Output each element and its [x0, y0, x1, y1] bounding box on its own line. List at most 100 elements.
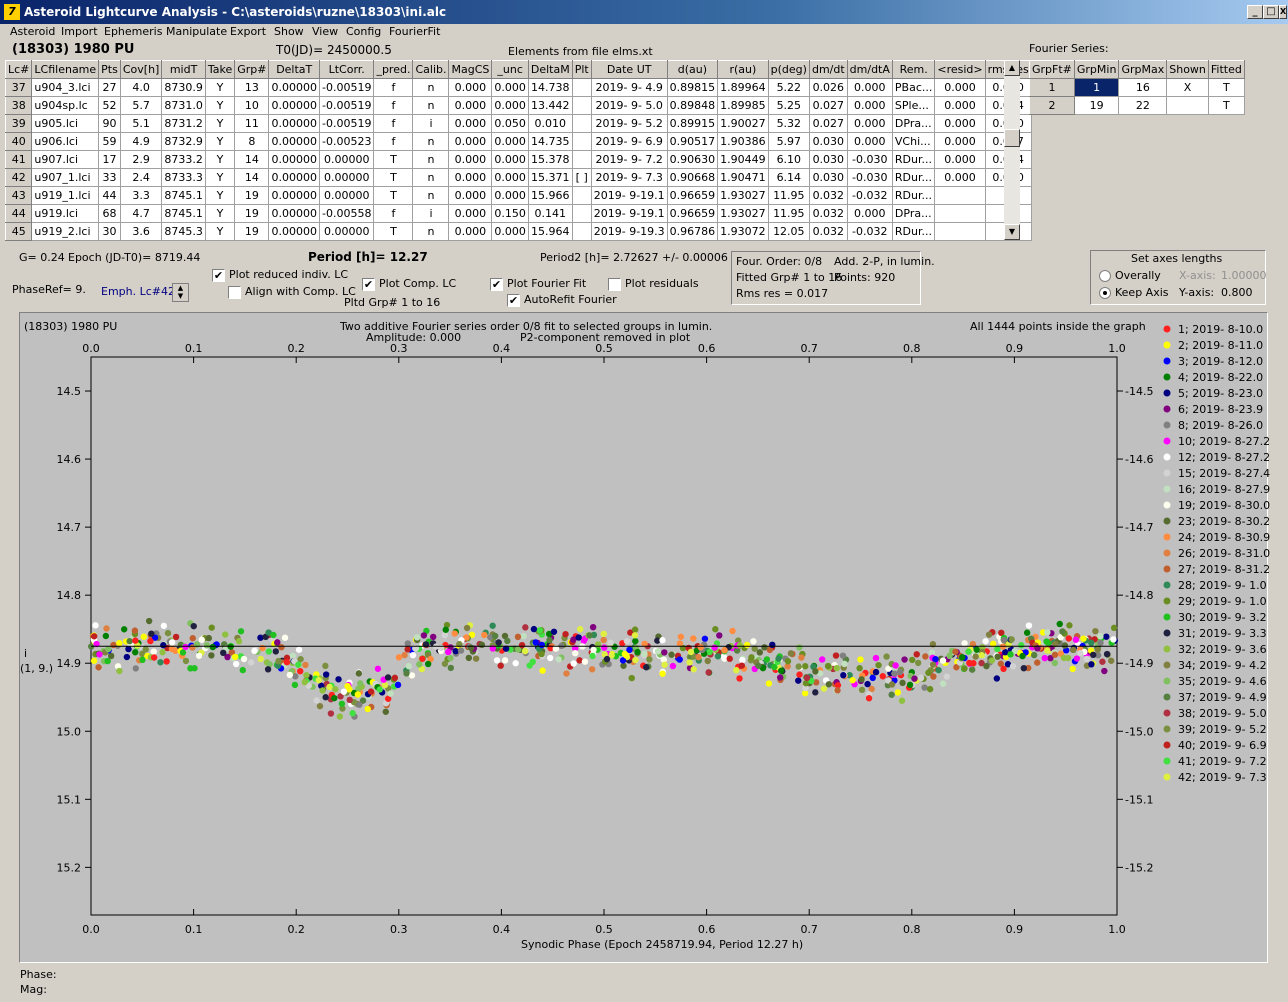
- table-cell[interactable]: RDur...: [891, 222, 936, 241]
- menu-config[interactable]: Config: [346, 25, 382, 38]
- table-cell[interactable]: 0.000: [448, 78, 493, 97]
- table-row[interactable]: 45 u919_2.lci 30 3.6 8745.3 Y 19 0.00000 0.00000…: [4, 222, 1032, 241]
- table-cell[interactable]: 0.032: [808, 186, 848, 205]
- table-cell[interactable]: -0.00519: [318, 78, 375, 97]
- table-cell[interactable]: 3.3: [119, 186, 163, 205]
- table-cell[interactable]: 8745.1: [161, 186, 206, 205]
- table-cell[interactable]: 8732.9: [161, 132, 206, 151]
- table-cell[interactable]: 13: [234, 78, 270, 97]
- fs-cell[interactable]: 22: [1118, 96, 1168, 115]
- table-cell[interactable]: 0.96659: [666, 204, 719, 223]
- table-cell[interactable]: Y: [204, 150, 236, 169]
- table-cell[interactable]: 2019- 9- 7.3: [590, 168, 668, 187]
- table-cell[interactable]: [934, 222, 986, 241]
- table-cell[interactable]: 0.000: [448, 132, 493, 151]
- table-cell[interactable]: n: [412, 186, 450, 205]
- table-cell[interactable]: -0.030: [846, 150, 893, 169]
- fs-cell[interactable]: T: [1207, 96, 1245, 115]
- period-value[interactable]: Period [h]= 12.27: [308, 250, 428, 264]
- column-header[interactable]: p(deg): [767, 60, 810, 79]
- table-cell[interactable]: 43: [4, 186, 33, 205]
- column-header[interactable]: dm/dtA: [846, 60, 893, 79]
- checkbox-icon[interactable]: ✔: [212, 268, 225, 282]
- cb-align-comp[interactable]: Align with Comp. LC: [228, 285, 356, 299]
- table-cell[interactable]: 2019- 9- 7.2: [590, 150, 668, 169]
- radio-icon[interactable]: [1099, 287, 1111, 299]
- column-header[interactable]: Plt: [571, 60, 592, 79]
- table-cell[interactable]: 0.000: [846, 132, 893, 151]
- table-cell[interactable]: 1.93027: [717, 186, 769, 205]
- column-header[interactable]: DeltaT: [268, 60, 320, 79]
- close-button[interactable]: X: [1279, 5, 1287, 19]
- fs-cell[interactable]: 2: [1029, 96, 1075, 115]
- app-icon[interactable]: 7: [4, 4, 20, 20]
- checkbox-icon[interactable]: [228, 285, 241, 299]
- table-cell[interactable]: Y: [204, 222, 236, 241]
- table-cell[interactable]: 13.442: [527, 96, 573, 115]
- cb-plot-reduced[interactable]: ✔ Plot reduced indiv. LC: [212, 268, 348, 282]
- table-cell[interactable]: 52: [98, 96, 121, 115]
- fs-cell[interactable]: 19: [1073, 96, 1120, 115]
- cb-plot-residuals[interactable]: Plot residuals: [608, 277, 699, 291]
- table-cell[interactable]: 1.90449: [717, 150, 769, 169]
- table-cell[interactable]: 0.030: [808, 168, 848, 187]
- table-cell[interactable]: [571, 222, 592, 241]
- yaxis-value[interactable]: 0.800: [1221, 286, 1253, 299]
- table-cell[interactable]: 2019- 9- 6.9: [590, 132, 668, 151]
- table-cell[interactable]: 14.738: [527, 78, 573, 97]
- table-cell[interactable]: RDur...: [891, 168, 936, 187]
- table-cell[interactable]: 0.00000: [318, 150, 375, 169]
- emph-spinner[interactable]: ▲ ▼: [172, 283, 189, 302]
- fs-column-header[interactable]: GrpMax: [1118, 60, 1168, 79]
- table-cell[interactable]: 45: [4, 222, 33, 241]
- scroll-thumb[interactable]: [1004, 129, 1020, 147]
- table-cell[interactable]: DPra...: [891, 114, 936, 133]
- cb-plot-fourier[interactable]: ✔ Plot Fourier Fit: [490, 277, 586, 291]
- table-cell[interactable]: 0.96659: [666, 186, 719, 205]
- table-cell[interactable]: 1.89964: [717, 78, 769, 97]
- table-cell[interactable]: 0.000: [934, 96, 986, 115]
- column-header[interactable]: Rem.: [891, 60, 936, 79]
- table-cell[interactable]: 5.97: [767, 132, 810, 151]
- menu-ephemeris[interactable]: Ephemeris: [104, 25, 163, 38]
- table-cell[interactable]: 0.00000: [268, 168, 320, 187]
- column-header[interactable]: _pred.: [373, 60, 414, 79]
- fs-row[interactable]: 2 19 22 T: [1029, 96, 1245, 115]
- table-cell[interactable]: 0.96786: [666, 222, 719, 241]
- table-row[interactable]: 39 u905.lci 90 5.1 8731.2 Y 11 0.00000 -0.00519 f…: [4, 114, 1032, 133]
- table-cell[interactable]: -0.00558: [318, 204, 375, 223]
- fs-row[interactable]: 1 1 16 X T: [1029, 78, 1245, 97]
- table-cell[interactable]: 0.00000: [318, 222, 375, 241]
- table-cell[interactable]: 10: [234, 96, 270, 115]
- column-header[interactable]: LtCorr.: [318, 60, 375, 79]
- menu-manipulate[interactable]: Manipulate: [166, 25, 228, 38]
- table-cell[interactable]: 37: [4, 78, 33, 97]
- table-cell[interactable]: 5.7: [119, 96, 163, 115]
- checkbox-icon[interactable]: ✔: [490, 277, 503, 291]
- table-cell[interactable]: 0.000: [491, 222, 529, 241]
- table-cell[interactable]: 0.000: [448, 222, 493, 241]
- table-cell[interactable]: 8731.2: [161, 114, 206, 133]
- table-cell[interactable]: 8733.3: [161, 168, 206, 187]
- table-cell[interactable]: 0.000: [934, 132, 986, 151]
- table-cell[interactable]: 0.00000: [268, 132, 320, 151]
- table-row[interactable]: 44 u919.lci 68 4.7 8745.1 Y 19 0.00000 -0.00558 f…: [4, 204, 1032, 223]
- table-cell[interactable]: 0.000: [491, 150, 529, 169]
- table-cell[interactable]: 2.4: [119, 168, 163, 187]
- table-cell[interactable]: 40: [4, 132, 33, 151]
- table-cell[interactable]: 11.95: [767, 186, 810, 205]
- checkbox-icon[interactable]: [608, 277, 621, 291]
- fs-column-header[interactable]: Shown: [1166, 60, 1209, 79]
- fs-column-header[interactable]: GrpMin: [1073, 60, 1120, 79]
- table-cell[interactable]: 0.000: [934, 114, 986, 133]
- table-row[interactable]: 42 u907_1.lci 33 2.4 8733.3 Y 14 0.00000 0.00000…: [4, 168, 1032, 187]
- scroll-up-icon[interactable]: ▲: [1004, 60, 1020, 76]
- table-cell[interactable]: 4.9: [119, 132, 163, 151]
- table-cell[interactable]: 2019- 9-19.3: [590, 222, 668, 241]
- table-cell[interactable]: [ ]: [571, 168, 592, 187]
- column-header[interactable]: Date UT: [590, 60, 668, 79]
- table-cell[interactable]: 19: [234, 204, 270, 223]
- column-header[interactable]: midT: [161, 60, 206, 79]
- table-cell[interactable]: 0.030: [808, 132, 848, 151]
